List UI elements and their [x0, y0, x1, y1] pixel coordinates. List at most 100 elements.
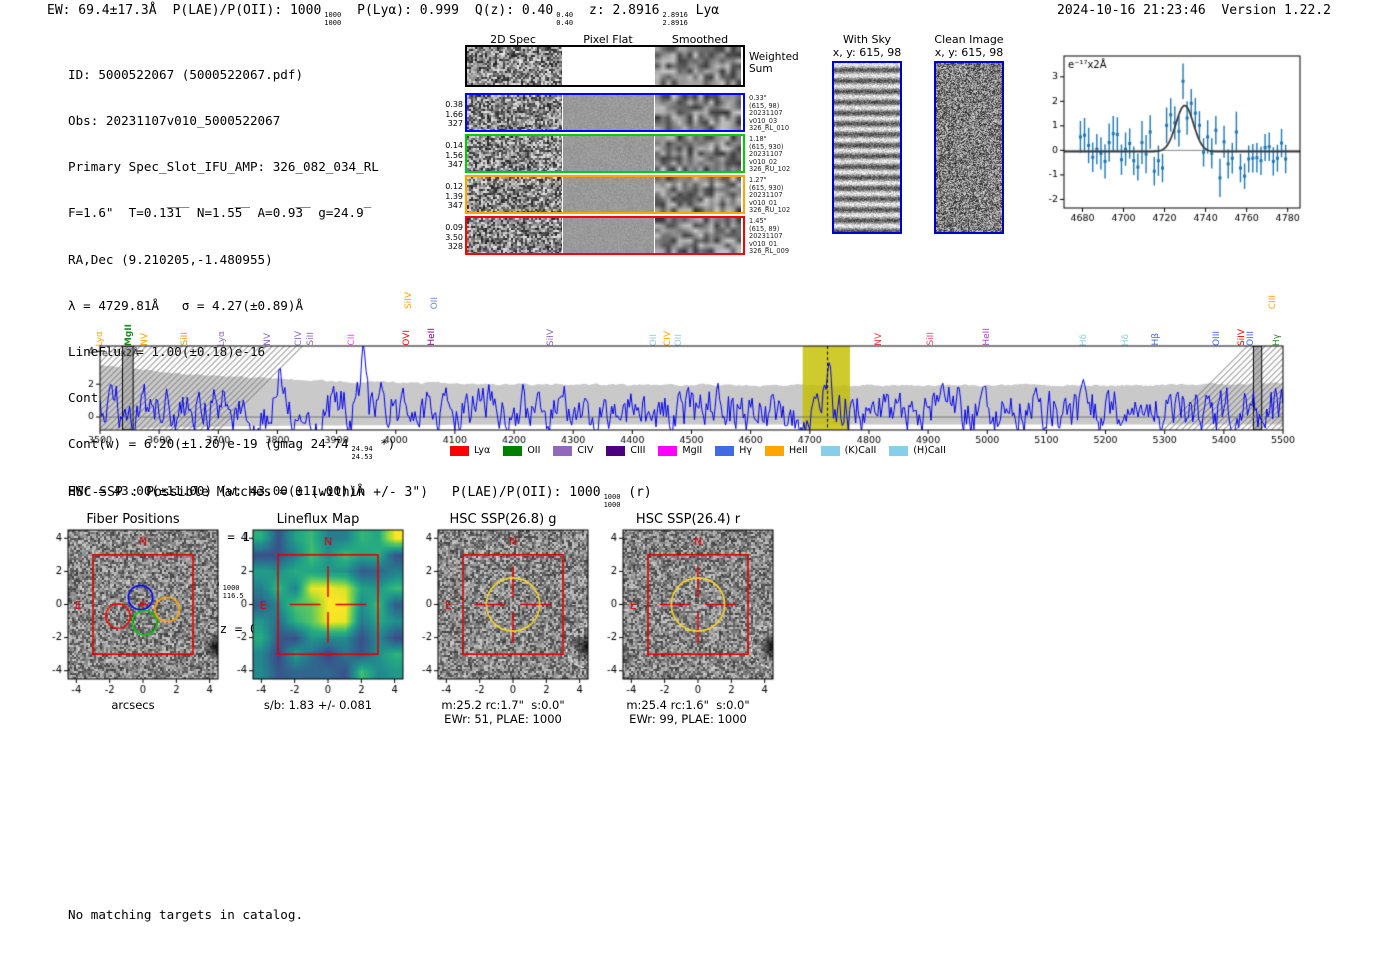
legend-swatch	[820, 445, 840, 456]
legend-swatch	[765, 445, 784, 456]
spec2d-row-weights: 0.12 1.39 347	[445, 182, 463, 211]
spec2d-col-header-2dspec: 2D Spec	[490, 33, 536, 46]
linefit-plot	[1030, 42, 1315, 237]
header-plae-frac: 1000 1000	[324, 11, 342, 27]
legend-label: MgII	[682, 445, 703, 456]
spec2d-pixelflat-image	[563, 47, 654, 85]
legend-item: Lyα	[450, 445, 490, 456]
legend-swatch	[658, 445, 678, 456]
info-lambda: λ = 4729.81Å σ = 4.27(±0.89)Å	[68, 297, 304, 313]
cutout-image	[593, 528, 783, 696]
footer-notes: No matching targets in catalog. Row inte…	[68, 876, 303, 953]
spec2d-2dspec-image	[467, 95, 562, 130]
cutout-sublabel: EWr: 99, PLAE: 1000	[629, 712, 747, 726]
spec2d-row	[465, 216, 745, 255]
withsky-title: With Sky	[843, 33, 891, 46]
legend-item: Hγ	[715, 445, 752, 456]
emission-line-label: CIII	[1267, 294, 1278, 309]
spec2d-row	[465, 134, 745, 173]
info-ifu: Primary Spec_Slot_IFU_AMP: 326_082_034_R…	[68, 159, 379, 175]
info-id: ID: 5000522067 (5000522067.pdf)	[68, 66, 304, 82]
spec2d-row-weights: 0.14 1.56 347	[445, 141, 463, 170]
header-z: z: 2.8916	[589, 3, 660, 18]
info-ewr: EWr = 43.00(±11.00) (w: 43.00(±11.00))Å	[68, 482, 364, 498]
legend-item: MgII	[658, 445, 702, 456]
legend-swatch	[606, 445, 626, 456]
hsc-band-text: (r)	[628, 485, 652, 500]
spec2d-smoothed-image	[655, 95, 741, 130]
spec2d-row-info: 1.18" (615, 930) 20231107 v010_02 326_RU…	[749, 135, 791, 174]
spec2d-2dspec-image	[467, 177, 562, 212]
legend-label: CIV	[577, 445, 594, 456]
spec2d-row-info: Weighted Sum	[749, 51, 799, 75]
spec2d-panel: 2D Spec Pixel Flat Smoothed Weighted Sum…	[443, 30, 843, 262]
cutout-title: HSC SSP(26.4) r	[635, 512, 741, 527]
spec2d-row-weights: 0.38 1.66 327	[445, 100, 463, 129]
header-timestamp: 2024-10-16 21:23:46 Version 1.22.2	[1057, 3, 1331, 18]
legend-swatch	[889, 445, 909, 456]
spec2d-row-info: 1.45" (615, 89) 20231107 v010_01 326_RL_…	[749, 217, 790, 256]
spec2d-row	[465, 175, 745, 214]
version: Version 1.22.2	[1221, 3, 1331, 18]
legend-item: OII	[503, 445, 540, 456]
hsc-plae-text: P(LAE)/P(OII): 1000	[451, 485, 601, 500]
legend-label: Hγ	[739, 445, 752, 456]
spec2d-2dspec-image	[467, 218, 562, 253]
spec2d-row	[465, 93, 745, 132]
legend-item: CIII	[606, 445, 645, 456]
cutout-xlabel: m:25.4 rc:1.6" s:0.0"	[626, 698, 750, 712]
spec2d-smoothed-image	[655, 136, 741, 171]
legend-label: (K)CaII	[844, 445, 877, 456]
cutout-title: Lineflux Map	[276, 512, 360, 527]
spec2d-row-weights: 0.09 3.50 328	[445, 223, 463, 252]
cutout-xlabel: m:25.2 rc:1.7" s:0.0"	[441, 698, 565, 712]
legend-swatch	[503, 445, 523, 456]
spec2d-smoothed-image	[655, 177, 741, 212]
cleanimage-title: Clean Image	[934, 33, 1004, 46]
cleanimage-subtitle: x, y: 615, 98	[934, 46, 1004, 59]
spec2d-row	[465, 45, 745, 87]
spectrum-legend: Lyα OII CIV CIII MgII Hγ HeII (K)CaII (H)CaII	[450, 445, 946, 456]
cutout-image	[408, 528, 598, 696]
header-z-frac: 2.8916 2.8916	[662, 11, 688, 27]
withsky-image	[832, 61, 902, 234]
spec2d-2dspec-image	[467, 47, 562, 85]
legend-item: CIV	[553, 445, 593, 456]
header-plae: P(LAE)/P(OII): 1000	[172, 3, 322, 18]
legend-label: (H)CaII	[913, 445, 946, 456]
cleanimage-panel: Clean Image x, y: 615, 98	[922, 32, 1016, 242]
cutout-panel-aper-3: HSC SSP(26.4) r m:25.4 rc:1.6" s:0.0" EWr:…	[593, 510, 783, 740]
legend-label: OII	[527, 445, 541, 456]
legend-item: HeII	[765, 445, 808, 456]
cutout-panel-aper-2: HSC SSP(26.8) g m:25.2 rc:1.7" s:0.0" EWr:…	[408, 510, 598, 740]
info-seeing: F=1.6" T=0.1̅3̅1̅ N=1.5̅5̅ A=0.9̅3̅ g=24…	[68, 205, 364, 221]
cutout-xlabel: s/b: 1.83 +/- 0.081	[263, 698, 373, 712]
legend-label: CIII	[630, 445, 646, 456]
legend-item: (K)CaII	[820, 445, 877, 456]
legend-swatch	[450, 445, 469, 456]
header-summary: EW: 69.4±17.3Å P(LAE)/P(OII): 1000 1000 100…	[47, 3, 719, 27]
emission-line-label: SiIV	[403, 291, 414, 309]
spec2d-pixelflat-image	[563, 177, 654, 212]
cutout-panel-viridis: Lineflux Map s/b: 1.83 +/- 0.081	[223, 510, 413, 740]
header-qz-frac: 0.40 0.40	[556, 11, 574, 27]
withsky-panel: With Sky x, y: 615, 98	[820, 32, 914, 242]
spec2d-smoothed-image	[655, 218, 741, 253]
spec2d-row-info: 1.27" (615, 930) 20231107 v010_01 326_RU…	[749, 176, 791, 215]
withsky-subtitle: x, y: 615, 98	[832, 46, 902, 59]
hsc-match-line: HSC-SSP : Possible Matches = 0 (within +…	[68, 485, 652, 509]
spec2d-2dspec-image	[467, 136, 562, 171]
cutout-xlabel: arcsecs	[111, 698, 155, 712]
info-obs: Obs: 20231107v010_5000522067	[68, 113, 281, 129]
cutout-title: HSC SSP(26.8) g	[449, 512, 557, 527]
legend-swatch	[553, 445, 573, 456]
spec2d-pixelflat-image	[563, 218, 654, 253]
cutout-image	[38, 528, 228, 696]
header-qz: Q(z): 0.40	[474, 3, 554, 18]
spec2d-col-header-pixelflat: Pixel Flat	[583, 33, 633, 46]
timestamp: 2024-10-16 21:23:46	[1057, 3, 1206, 18]
legend-label: Lyα	[474, 445, 491, 456]
cutout-title: Fiber Positions	[86, 512, 180, 527]
cleanimage-image	[934, 61, 1004, 234]
